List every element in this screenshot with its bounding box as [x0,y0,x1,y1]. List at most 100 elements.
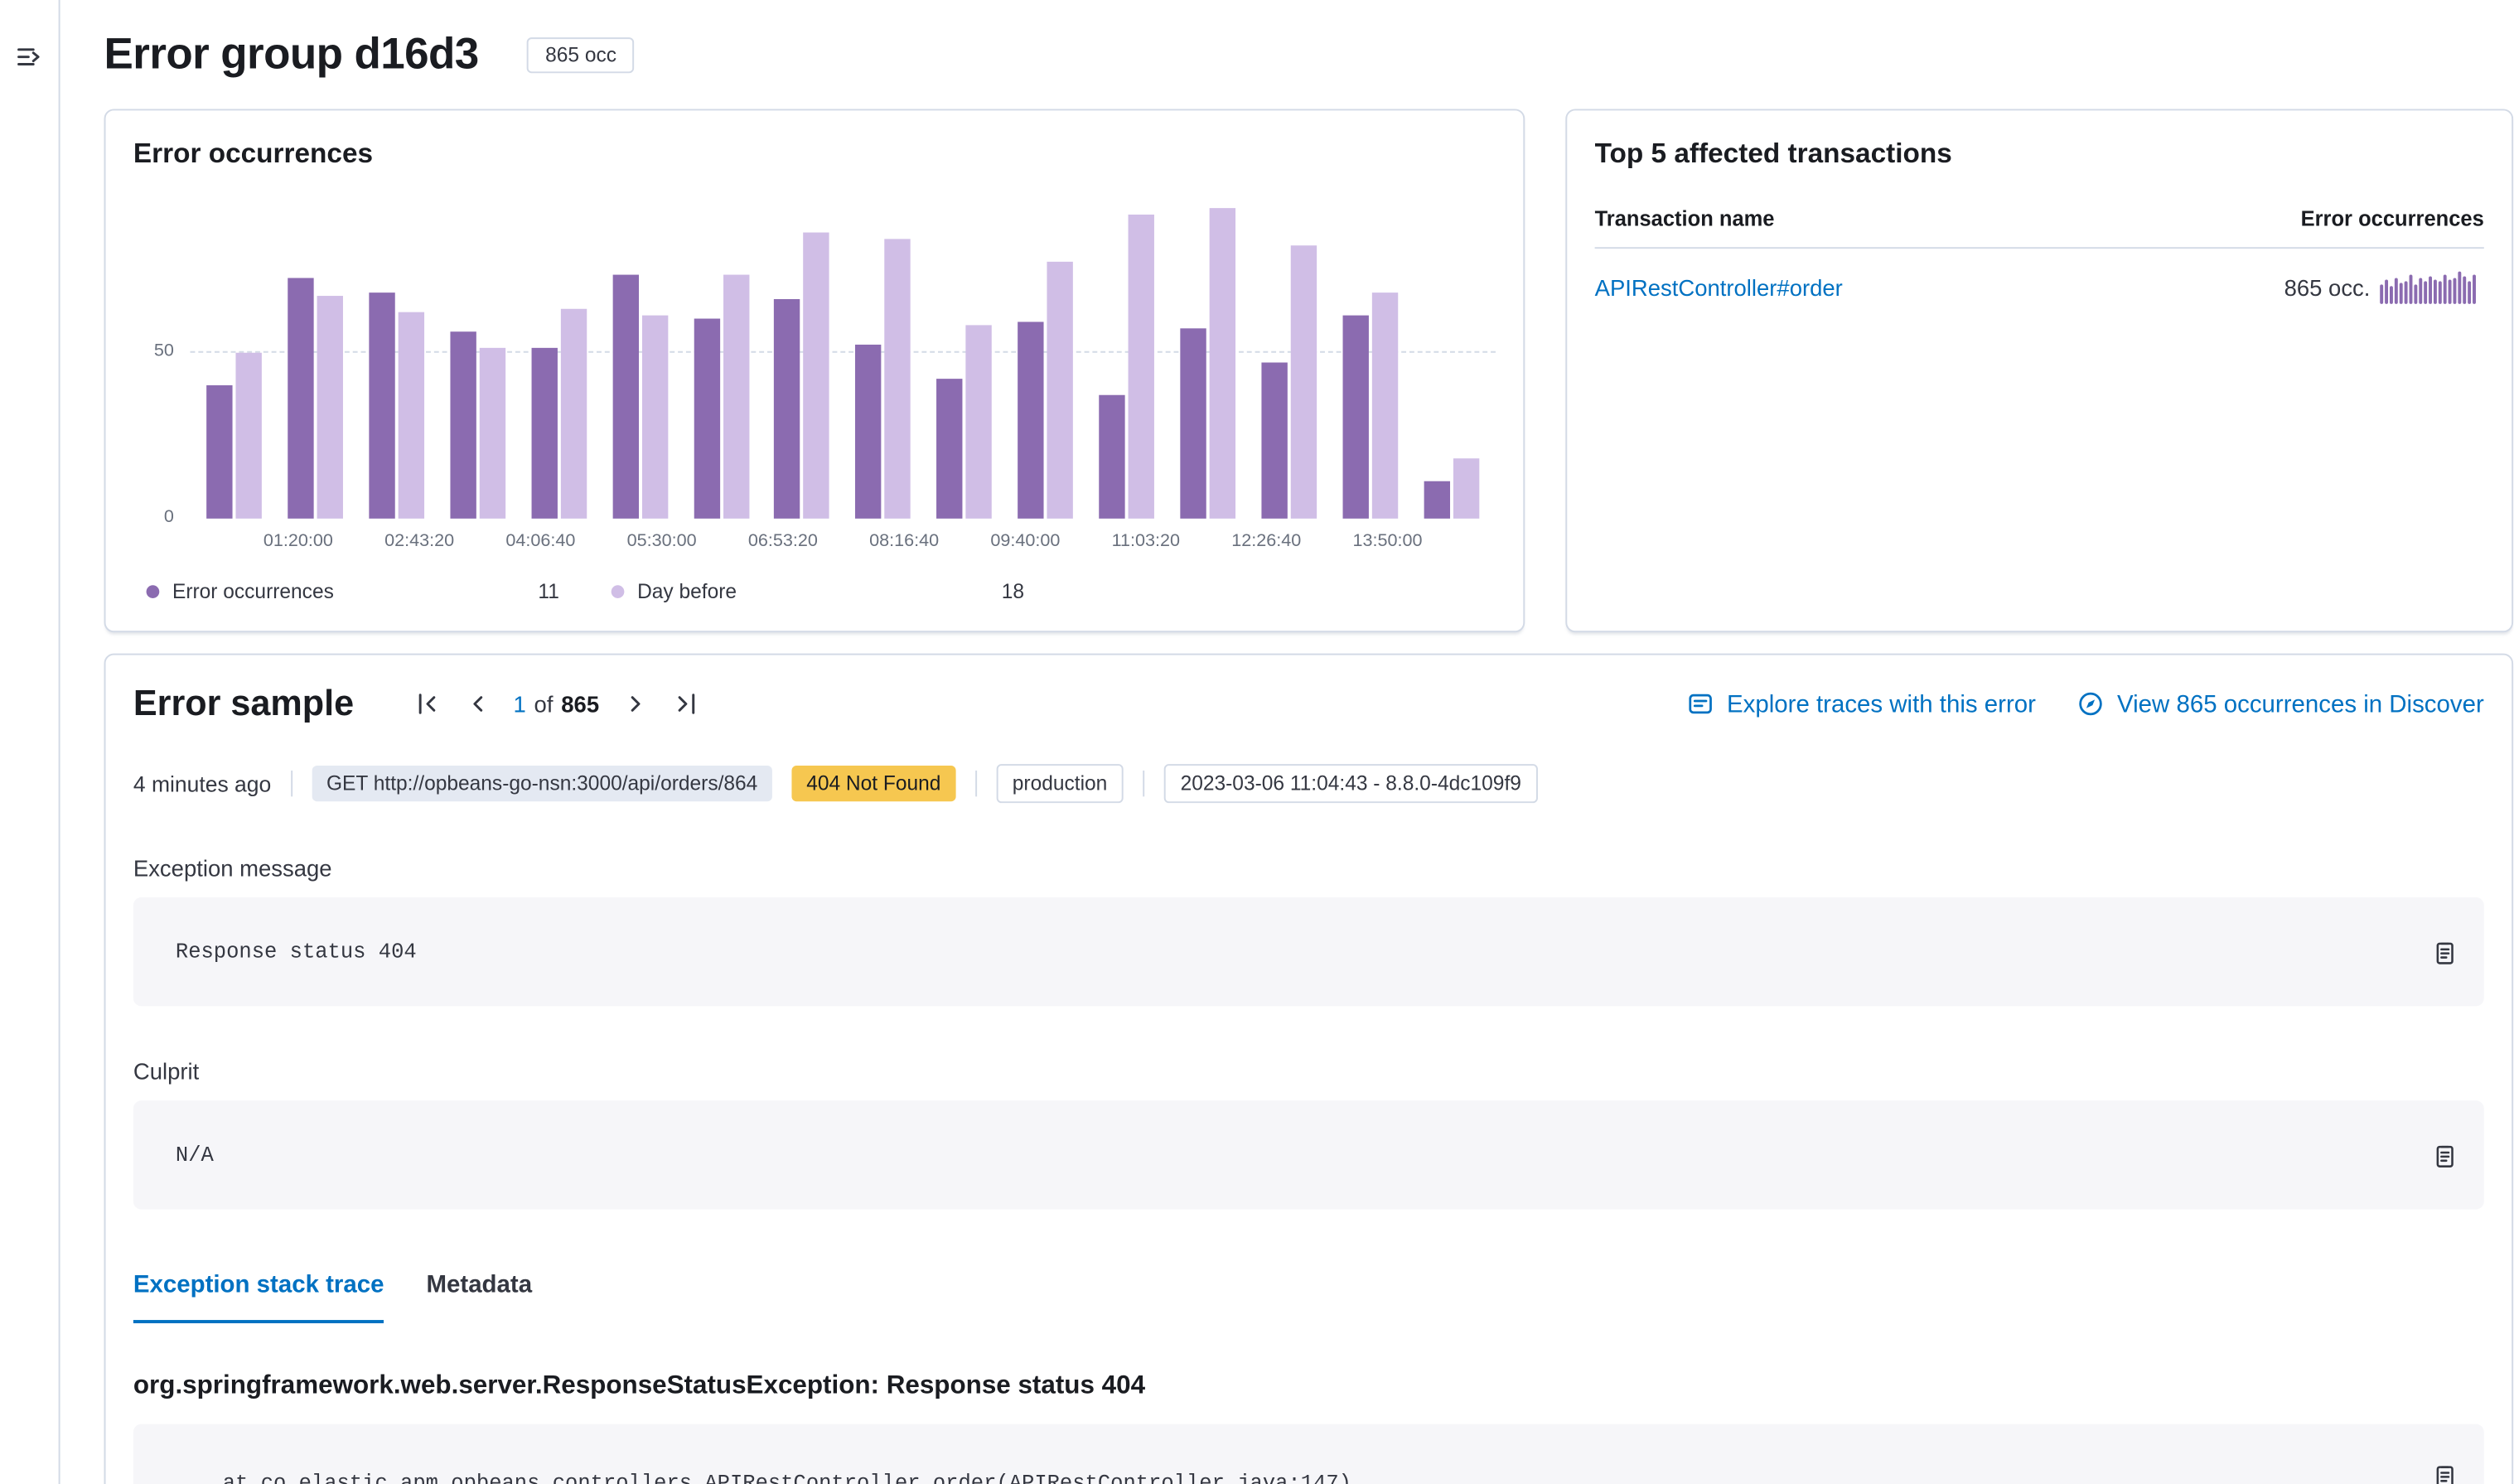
bar-group [288,278,343,519]
first-page-button[interactable] [413,689,442,718]
sparkline-bar [2433,279,2437,304]
column-transaction-name: Transaction name [1594,206,1775,231]
legend-value: 18 [1001,580,1024,603]
transactions-panel-title: Top 5 affected transactions [1594,138,1952,170]
chart-bar [1209,208,1236,519]
exception-message-label: Exception message [133,854,332,882]
chart-bar [693,318,720,519]
collapsed-nav-sidebar [0,0,60,1484]
chart-bar [936,379,964,519]
error-occurrences-panel: Error occurrences 50 0 01:20:00 02:43:20 0… [104,109,1525,633]
exception-title: org.springframework.web.server.ResponseS… [133,1371,1146,1400]
sparkline-bar [2409,274,2413,304]
bar-plot [190,193,1496,519]
current-page: 1 [513,690,526,718]
status-code-badge: 404 Not Found [791,766,956,802]
chart-bar [804,232,830,519]
chart-panel-title: Error occurrences [133,138,374,170]
sparkline-bar [2468,281,2472,304]
sparkline-bar [2424,281,2428,304]
chart-bar [1180,328,1206,519]
x-tick-label: 12:26:40 [1231,531,1302,552]
chart-bar [560,308,587,519]
legend-dot [146,585,160,598]
sparkline-bar [2399,283,2403,304]
expand-menu-icon[interactable] [12,39,47,75]
stack-frames: at co.elastic.apm.opbeans.controllers.AP… [176,1463,2386,1484]
next-page-button[interactable] [621,689,650,718]
bar-group [530,308,587,519]
sparkline-bar [2404,281,2408,304]
bar-group [612,274,668,519]
legend-item-day-before[interactable]: Day before 18 [611,580,1024,603]
chart-bar [530,347,558,519]
tab-metadata[interactable]: Metadata [426,1271,533,1299]
previous-page-button[interactable] [463,689,492,718]
bar-group [369,292,424,519]
x-tick-label: 02:43:20 [384,531,455,552]
sample-header-links: Explore traces with this error View 865 … [1688,690,2484,718]
transactions-table-header: Transaction name Error occurrences [1594,206,2484,249]
trace-explorer-icon [1688,691,1714,717]
separator [290,770,292,797]
bar-group [936,325,993,519]
copy-icon[interactable] [2432,1143,2458,1168]
exception-message-block: Response status 404 [133,897,2484,1007]
legend-item-error-occurrences[interactable]: Error occurrences 11 [146,580,559,603]
sparkline-bar [2394,278,2398,304]
sample-pagination: 1 of 865 [413,689,700,718]
chart-bar [1018,321,1044,519]
error-sample-header: Error sample 1 of 865 [133,683,2484,725]
occurrences-value: 865 occ. [2284,274,2371,301]
tab-exception-stack-trace[interactable]: Exception stack trace [133,1271,384,1323]
chart-bar [1047,261,1074,519]
transaction-link[interactable]: APIRestController#order [1594,274,1843,301]
chart-bar [774,298,801,519]
chart-bar [1261,362,1288,519]
separator [1143,770,1145,797]
page-title: Error group d16d3 [104,29,480,79]
request-url-badge: GET http://opbeans-go-nsn:3000/api/order… [312,766,772,802]
copy-icon[interactable] [2432,940,2458,965]
stack-trace-block: at co.elastic.apm.opbeans.controllers.AP… [133,1424,2484,1484]
sample-meta-row: 4 minutes ago GET http://opbeans-go-nsn:… [133,764,2484,804]
total-pages: 865 [561,690,600,718]
chart-bar [479,347,505,519]
copy-icon[interactable] [2432,1463,2458,1484]
chart-y-axis: 50 0 [133,193,191,527]
sparkline-bar [2385,279,2389,304]
environment-badge: production [996,764,1124,804]
x-tick-label: 06:53:20 [747,531,818,552]
culprit-label: Culprit [133,1058,200,1085]
view-in-discover-label: View 865 occurrences in Discover [2117,689,2484,718]
bar-group [693,274,749,519]
chart-bar [1128,214,1155,519]
chart-bar [1290,245,1317,519]
page-status: 1 of 865 [513,691,599,717]
bar-group [855,239,911,519]
x-tick-label: 13:50:00 [1352,531,1423,552]
y-tick-label: 0 [163,507,174,527]
explore-traces-link[interactable]: Explore traces with this error [1688,690,2036,718]
x-tick-label: 09:40:00 [990,531,1061,552]
x-tick-label: 05:30:00 [626,531,697,552]
bar-group [1099,214,1155,519]
legend-label: Error occurrences [172,580,334,603]
table-row: APIRestController#order 865 occ. [1595,249,2484,326]
gridline [190,350,1496,353]
separator [974,770,977,797]
sparkline-bar [2429,276,2433,304]
sparkline-bar [2414,284,2418,304]
chart-bar [1342,315,1369,519]
x-tick-label: 11:03:20 [1111,531,1181,552]
view-in-discover-link[interactable]: View 865 occurrences in Discover [2078,690,2484,718]
chart-bar [206,384,233,519]
last-page-button[interactable] [670,689,699,718]
sample-tabs: Exception stack trace Metadata [133,1271,2484,1323]
chart-bar [398,312,424,519]
x-tick-label: 08:16:40 [869,531,940,552]
chart-legend: Error occurrences 11 Day before 18 [146,580,1496,603]
sparkline-bar [2438,281,2442,304]
error-sample-title: Error sample [133,682,355,724]
